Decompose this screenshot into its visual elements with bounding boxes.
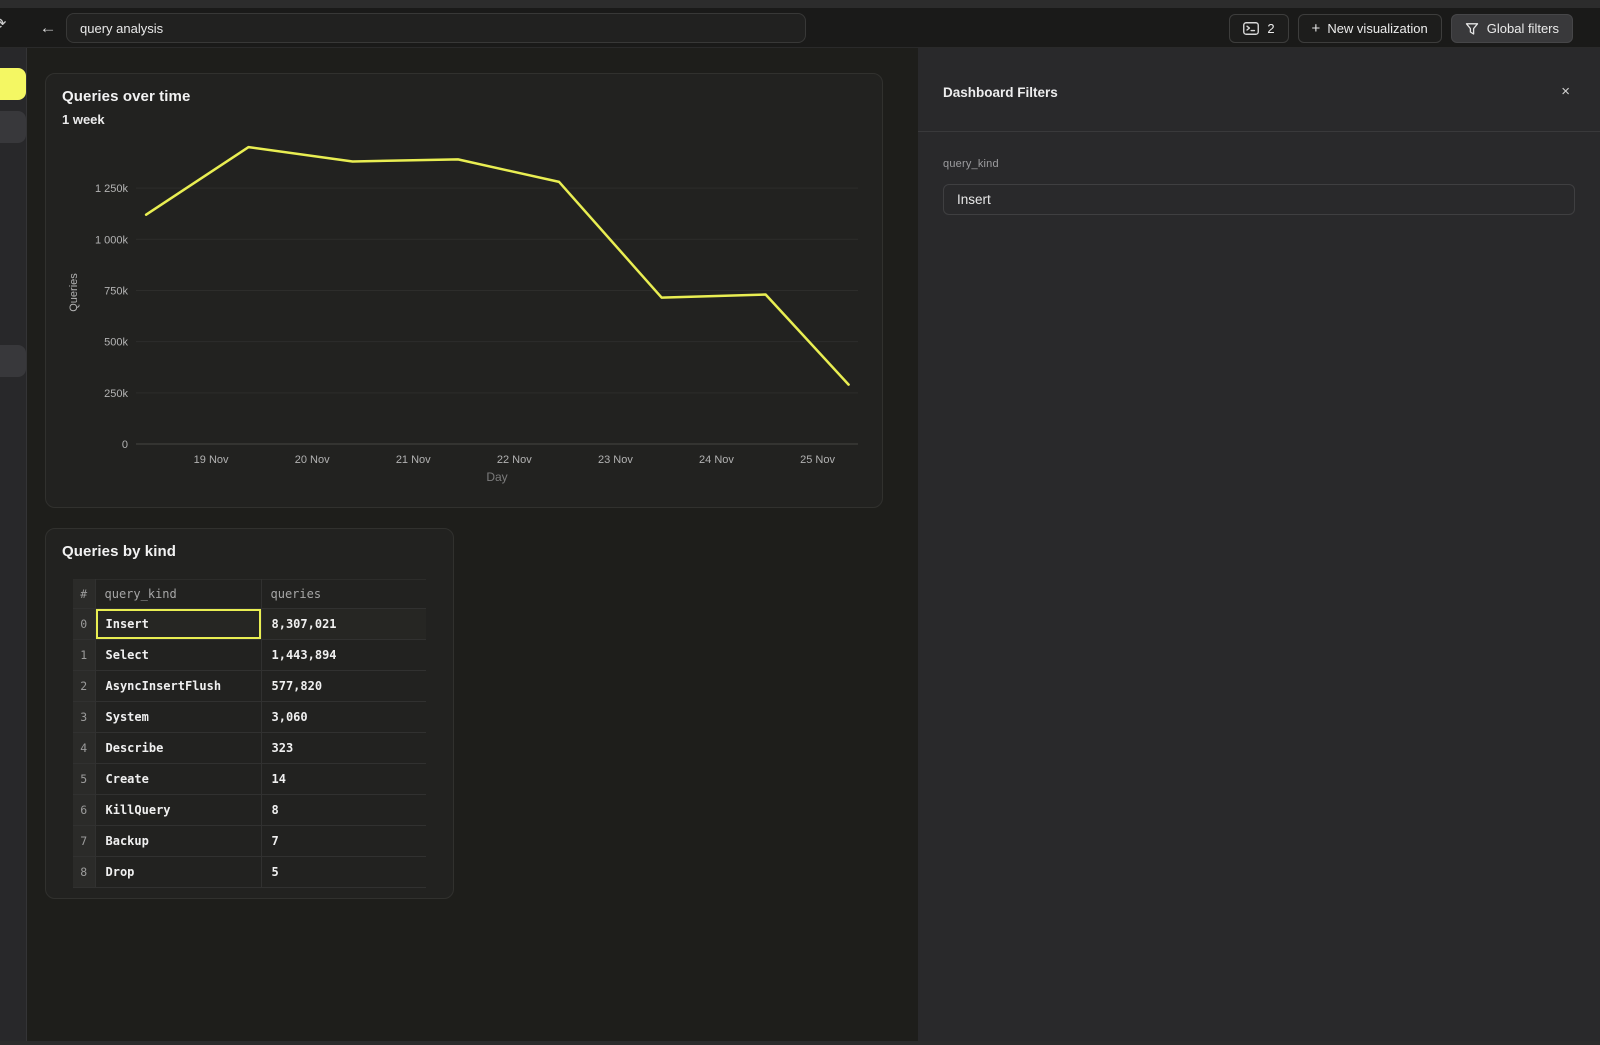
table-row: 5Create14	[73, 764, 426, 795]
dashboard-filters-panel: Dashboard Filters × query_kind	[918, 48, 1600, 1045]
sidebar-item-active[interactable]	[0, 68, 26, 100]
plus-icon: +	[1312, 20, 1321, 37]
console-count: 2	[1267, 21, 1274, 36]
x-axis-label: Day	[486, 470, 507, 484]
sidebar-item[interactable]	[0, 345, 26, 377]
terminal-icon	[1243, 22, 1259, 35]
y-axis-label: Queries	[68, 273, 80, 312]
topbar-actions: 2 + New visualization Global filters	[1229, 14, 1573, 43]
queries-value-cell[interactable]: 323	[261, 733, 426, 764]
queries-value-cell[interactable]: 8,307,021	[261, 609, 426, 640]
row-index-cell[interactable]: 7	[73, 826, 95, 857]
app-window: ⟳ ← 2 + New visualization Global filter	[0, 0, 1600, 1045]
x-tick-label: 24 Nov	[699, 454, 734, 466]
table-row: 6KillQuery8	[73, 795, 426, 826]
queries-value-cell[interactable]: 5	[261, 857, 426, 888]
queries-line-chart[interactable]: 0 250k 500k 750k 1 000k 1 250k 19 Nov 20 Nov 21 …	[46, 74, 884, 509]
filters-panel-title: Dashboard Filters	[943, 85, 1058, 100]
y-tick-label: 250k	[104, 388, 128, 400]
sidebar-item[interactable]	[0, 111, 26, 143]
query-kind-cell[interactable]: Backup	[95, 826, 261, 857]
column-header: queries	[261, 580, 426, 609]
table-row: 7Backup7	[73, 826, 426, 857]
table-body: 0Insert8,307,0211Select1,443,8942AsyncIn…	[73, 609, 426, 888]
query-kind-cell[interactable]: Create	[95, 764, 261, 795]
query-kind-cell[interactable]: Drop	[95, 857, 261, 888]
query-kind-cell[interactable]: Insert	[95, 609, 261, 640]
x-tick-label: 19 Nov	[194, 454, 229, 466]
global-filters-label: Global filters	[1487, 21, 1559, 36]
queries-value-cell[interactable]: 7	[261, 826, 426, 857]
row-index-cell[interactable]: 2	[73, 671, 95, 702]
back-button[interactable]: ←	[36, 16, 60, 40]
left-sidebar	[0, 48, 27, 1041]
y-tick-label: 1 000k	[95, 234, 129, 246]
topbar: ⟳ ← 2 + New visualization Global filter	[0, 8, 1600, 48]
series-line	[146, 147, 849, 385]
table-card-queries-by-kind: Queries by kind #query_kindqueries 0Inse…	[45, 528, 454, 899]
table-row: 0Insert8,307,021	[73, 609, 426, 640]
queries-value-cell[interactable]: 3,060	[261, 702, 426, 733]
table-row: 8Drop5	[73, 857, 426, 888]
query-kind-filter-input[interactable]	[943, 184, 1575, 215]
x-tick-label: 23 Nov	[598, 454, 633, 466]
column-header: query_kind	[95, 580, 261, 609]
row-index-cell[interactable]: 1	[73, 640, 95, 671]
table-row: 2AsyncInsertFlush577,820	[73, 671, 426, 702]
table-row: 4Describe323	[73, 733, 426, 764]
new-visualization-button[interactable]: + New visualization	[1298, 14, 1442, 43]
close-icon[interactable]: ×	[1557, 83, 1574, 101]
window-top-strip	[0, 0, 1600, 8]
query-kind-cell[interactable]: AsyncInsertFlush	[95, 671, 261, 702]
queries-value-cell[interactable]: 8	[261, 795, 426, 826]
x-tick-label: 20 Nov	[295, 454, 330, 466]
queries-value-cell[interactable]: 14	[261, 764, 426, 795]
dashboard-title-input[interactable]	[66, 13, 806, 43]
query-kind-cell[interactable]: System	[95, 702, 261, 733]
console-count-button[interactable]: 2	[1229, 14, 1288, 43]
table-row: 3System3,060	[73, 702, 426, 733]
row-index-cell[interactable]: 8	[73, 857, 95, 888]
query-kind-cell[interactable]: KillQuery	[95, 795, 261, 826]
queries-by-kind-table: #query_kindqueries 0Insert8,307,0211Sele…	[73, 579, 426, 888]
column-header: #	[73, 580, 95, 609]
y-tick-label: 750k	[104, 285, 128, 297]
x-tick-label: 22 Nov	[497, 454, 532, 466]
y-tick-label: 0	[122, 439, 128, 451]
queries-value-cell[interactable]: 1,443,894	[261, 640, 426, 671]
y-tick-label: 500k	[104, 337, 128, 349]
chart-card-queries-over-time: Queries over time 1 week 0250k500k750k1 …	[45, 73, 883, 508]
new-visualization-label: New visualization	[1327, 21, 1427, 36]
row-index-cell[interactable]: 3	[73, 702, 95, 733]
y-tick-label: 1 250k	[95, 183, 129, 195]
filter-field-label: query_kind	[943, 158, 999, 170]
filters-divider	[918, 131, 1600, 132]
table-row: 1Select1,443,894	[73, 640, 426, 671]
query-kind-cell[interactable]: Describe	[95, 733, 261, 764]
row-index-cell[interactable]: 4	[73, 733, 95, 764]
row-index-cell[interactable]: 5	[73, 764, 95, 795]
table-header: #query_kindqueries	[73, 580, 426, 609]
table-title: Queries by kind	[62, 543, 176, 560]
row-index-cell[interactable]: 6	[73, 795, 95, 826]
refresh-icon[interactable]: ⟳	[0, 17, 6, 33]
global-filters-button[interactable]: Global filters	[1451, 14, 1573, 43]
queries-value-cell[interactable]: 577,820	[261, 671, 426, 702]
x-tick-label: 25 Nov	[800, 454, 835, 466]
query-kind-cell[interactable]: Select	[95, 640, 261, 671]
x-tick-label: 21 Nov	[396, 454, 431, 466]
row-index-cell[interactable]: 0	[73, 609, 95, 640]
filters-panel-header: Dashboard Filters ×	[943, 84, 1578, 104]
window-bottom-strip	[0, 1041, 1600, 1045]
funnel-icon	[1465, 22, 1479, 36]
